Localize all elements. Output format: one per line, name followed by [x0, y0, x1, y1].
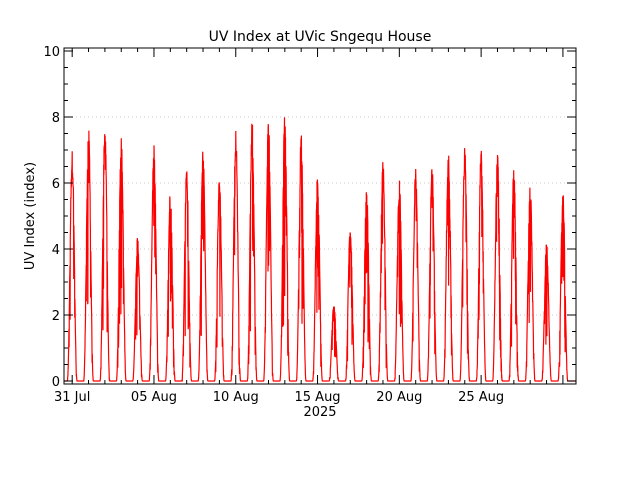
y-tick-label: 4	[52, 243, 60, 258]
uv-series-line	[64, 117, 576, 383]
y-tick-label: 10	[43, 45, 60, 60]
y-tick-label: 6	[52, 177, 60, 192]
uv-series	[64, 117, 576, 383]
x-axis-year-label: 2025	[303, 405, 336, 420]
chart-title: UV Index at UVic Sngequ House	[209, 29, 432, 45]
y-tick-label: 0	[52, 375, 60, 390]
y-tick-label: 2	[52, 309, 60, 324]
x-tick-label: 31 Jul	[54, 390, 90, 405]
y-tick-label: 8	[52, 111, 60, 126]
x-tick-label: 25 Aug	[458, 390, 504, 405]
y-axis-label: UV Index (index)	[23, 162, 38, 270]
x-axis: 31 Jul 05 Aug 10 Aug 15 Aug 20 Aug 25 Aug	[54, 48, 564, 405]
x-tick-label: 20 Aug	[376, 390, 422, 405]
x-tick-label: 15 Aug	[295, 390, 341, 405]
x-tick-label: 05 Aug	[131, 390, 177, 405]
x-tick-label: 10 Aug	[213, 390, 259, 405]
y-axis: 0 2 4 6 8 10	[43, 45, 576, 390]
